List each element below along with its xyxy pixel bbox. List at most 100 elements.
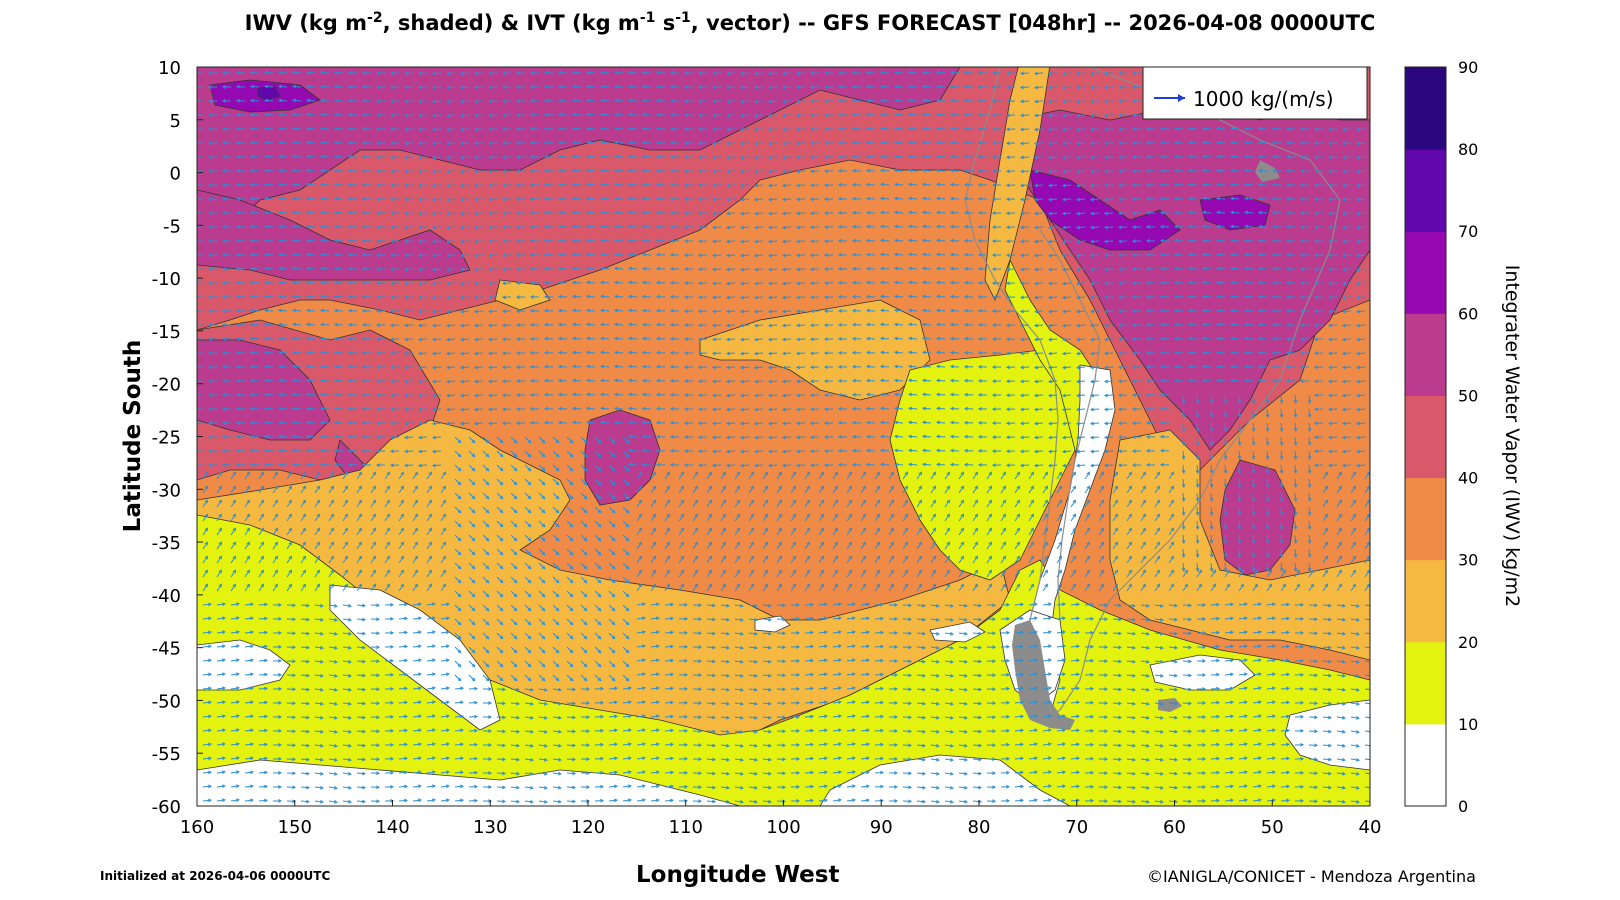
ivt-vector-head [277, 196, 282, 201]
ivt-vector-head [389, 379, 394, 384]
ivt-vector [356, 800, 366, 803]
ivt-vector-head [347, 266, 352, 271]
ivt-vector-head [207, 71, 212, 75]
ivt-vector [320, 71, 330, 74]
ivt-vector-head [235, 406, 240, 411]
ivt-vector-head [305, 350, 310, 355]
ivt-vector [264, 253, 274, 256]
ivt-vector-head [221, 630, 226, 635]
ivt-vector-head [274, 555, 279, 560]
ivt-vector [328, 674, 337, 677]
ivt-vector-head [302, 555, 307, 560]
ivt-vector-head [277, 168, 282, 173]
ivt-vector [244, 570, 250, 578]
ivt-vector-head [319, 350, 324, 355]
ivt-vector [300, 514, 306, 522]
ivt-vector [286, 542, 292, 550]
ivt-vector-head [288, 541, 293, 546]
ivt-vector [356, 758, 366, 761]
ivt-vector [306, 113, 316, 116]
ivt-vector [258, 757, 268, 760]
ivt-vector-head [263, 308, 268, 313]
ivt-vector-head [249, 266, 254, 271]
ivt-vector-head [221, 393, 226, 397]
ivt-vector [320, 281, 330, 284]
ivt-vector [278, 421, 288, 424]
ivt-vector [250, 379, 260, 382]
ivt-vector [202, 542, 208, 550]
ivt-vector-head [305, 420, 310, 425]
ivt-vector-head [277, 462, 282, 467]
ivt-vector-head [333, 420, 338, 425]
ivt-vector-head [344, 583, 349, 588]
ivt-vector-head [292, 378, 296, 383]
iwv-band-0-10 [197, 639, 291, 691]
ivt-vector [264, 393, 274, 396]
ivt-vector [356, 646, 366, 649]
falkland-islands [1158, 698, 1182, 712]
ivt-vector-head [361, 155, 366, 159]
ivt-vector [216, 645, 225, 648]
ivt-vector-head [358, 583, 363, 588]
ivt-vector-head [263, 322, 268, 327]
ivt-vector-head [207, 756, 212, 761]
ivt-vector-head [319, 364, 324, 369]
ivt-vector-head [305, 98, 310, 103]
ivt-vector-head [347, 168, 352, 173]
ivt-vector [356, 702, 366, 705]
ivt-vector-head [333, 98, 338, 103]
ivt-vector-head [390, 714, 395, 719]
ivt-vector-head [292, 434, 296, 439]
ivt-vector [230, 645, 239, 648]
ivt-vector-head [319, 645, 324, 650]
ivt-vector [328, 772, 337, 775]
ivt-vector [250, 393, 260, 396]
ivt-vector-head [319, 294, 324, 299]
ivt-vector [300, 786, 310, 789]
ivt-vector-head [389, 337, 394, 342]
ivt-vector-head [400, 499, 405, 504]
ivt-vector-head [347, 364, 352, 369]
ivt-vector-head [319, 462, 324, 467]
ivt-vector [300, 772, 310, 775]
ivt-vector-head [292, 70, 296, 75]
ivt-vector-head [260, 583, 265, 588]
ivt-vector [342, 500, 348, 508]
ivt-vector-head [204, 527, 209, 532]
ivt-vector-head [292, 154, 296, 159]
ivt-vector-head [376, 617, 381, 622]
ivt-vector-head [386, 555, 391, 560]
ivt-vector [314, 688, 323, 691]
ivt-vector-head [207, 798, 212, 803]
ivt-vector-head [375, 183, 380, 187]
ivt-vector [202, 715, 212, 718]
ivt-vector-head [221, 127, 226, 131]
ivt-vector [264, 309, 274, 312]
ivt-vector-field [197, 70, 1370, 804]
ivt-vector-head [347, 420, 352, 425]
ivt-vector-head [207, 281, 212, 285]
ivt-vector [250, 407, 260, 410]
ivt-vector [334, 169, 344, 172]
ivt-vector-head [292, 308, 296, 313]
ivt-vector [342, 660, 351, 663]
iwv-band-0-10-c [197, 759, 741, 806]
ivt-vector-head [249, 616, 254, 621]
ivt-vector [342, 744, 351, 747]
ivt-vector-head [319, 308, 324, 313]
ivt-vector [278, 295, 288, 298]
ivt-vector-head [375, 351, 380, 355]
ivt-vector [286, 570, 292, 578]
ivt-vector-head [361, 99, 366, 103]
ivt-vector-head [344, 527, 349, 532]
ivt-vector-head [389, 169, 394, 174]
ivt-vector [264, 183, 274, 186]
ivt-vector [306, 323, 316, 326]
ivt-vector-head [264, 616, 269, 621]
ivt-vector [334, 337, 344, 340]
ivt-vector-head [361, 85, 366, 89]
ivt-vector [292, 281, 302, 284]
ivt-vector [314, 500, 320, 508]
ivt-vector [250, 281, 260, 284]
ivt-vector-head [375, 253, 380, 257]
